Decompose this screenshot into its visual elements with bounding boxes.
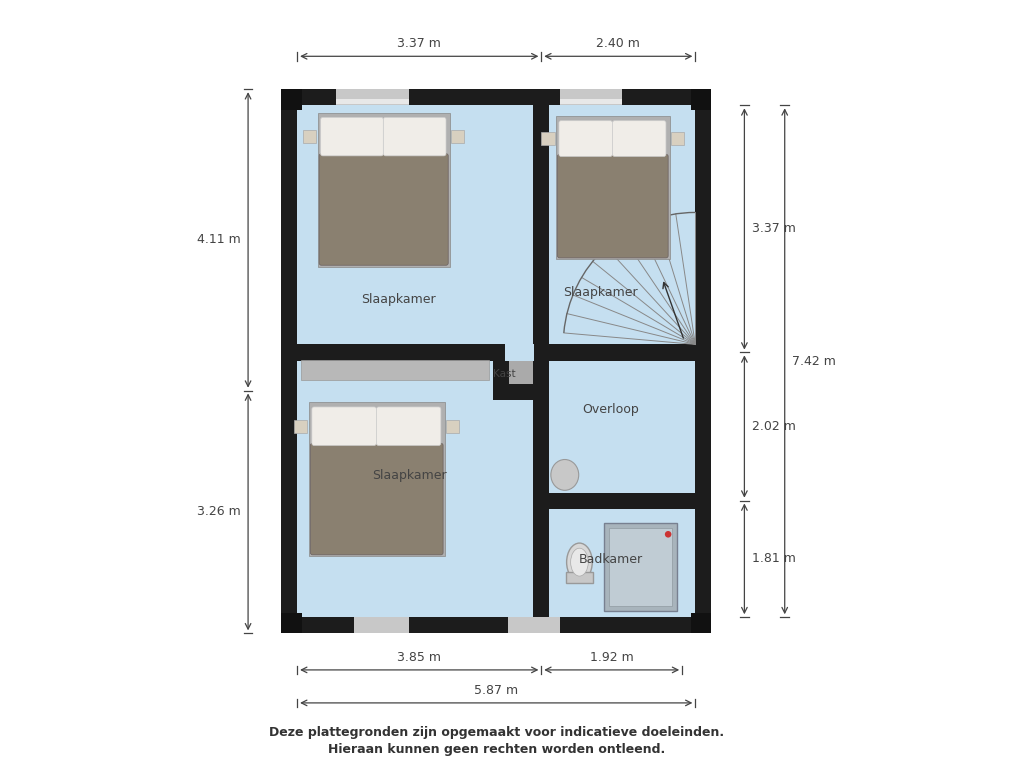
Bar — [452, 130, 464, 143]
Bar — [609, 528, 672, 606]
Bar — [336, 89, 410, 105]
Bar — [566, 572, 593, 583]
FancyBboxPatch shape — [383, 118, 446, 156]
Bar — [560, 89, 622, 105]
Bar — [493, 384, 542, 400]
Text: 2.40 m: 2.40 m — [596, 38, 640, 51]
Bar — [493, 360, 509, 400]
Text: Overloop: Overloop — [583, 403, 639, 416]
Bar — [671, 132, 684, 145]
Bar — [336, 99, 410, 104]
Bar — [281, 89, 712, 634]
Bar — [691, 613, 712, 634]
Bar — [301, 359, 489, 380]
Text: 3.37 m: 3.37 m — [397, 38, 441, 51]
FancyBboxPatch shape — [557, 154, 668, 258]
Bar — [534, 508, 550, 538]
Text: Deze plattegronden zijn opgemaakt voor indicatieve doeleinden.: Deze plattegronden zijn opgemaakt voor i… — [268, 726, 724, 739]
Bar — [603, 523, 677, 611]
FancyBboxPatch shape — [377, 407, 441, 445]
Text: 1.81 m: 1.81 m — [752, 552, 796, 565]
FancyBboxPatch shape — [319, 154, 449, 265]
Bar — [534, 105, 550, 344]
Text: Slaapkamer: Slaapkamer — [562, 286, 637, 299]
Bar — [509, 360, 542, 384]
Bar — [317, 113, 450, 266]
Bar — [534, 360, 550, 617]
Text: 2.02 m: 2.02 m — [752, 420, 796, 433]
FancyBboxPatch shape — [559, 121, 612, 157]
Bar — [354, 617, 410, 634]
Text: 4.11 m: 4.11 m — [197, 233, 241, 247]
Bar — [560, 99, 622, 104]
FancyBboxPatch shape — [612, 121, 666, 157]
Text: Hieraan kunnen geen rechten worden ontleend.: Hieraan kunnen geen rechten worden ontle… — [328, 743, 665, 756]
Text: 7.42 m: 7.42 m — [792, 355, 836, 368]
Bar — [303, 130, 316, 143]
Text: 3.26 m: 3.26 m — [197, 505, 241, 518]
Bar — [281, 89, 302, 110]
Ellipse shape — [570, 548, 588, 576]
Text: Badkamer: Badkamer — [579, 554, 643, 567]
Ellipse shape — [551, 459, 579, 490]
Text: Slaapkamer: Slaapkamer — [372, 469, 446, 482]
Text: 3.85 m: 3.85 m — [397, 651, 441, 664]
Text: Slaapkamer: Slaapkamer — [361, 293, 435, 306]
Bar — [542, 132, 555, 145]
Bar — [508, 617, 560, 634]
Ellipse shape — [566, 543, 592, 581]
Bar — [534, 492, 703, 508]
FancyBboxPatch shape — [321, 118, 383, 156]
FancyBboxPatch shape — [310, 443, 443, 554]
Text: 1.92 m: 1.92 m — [590, 651, 634, 664]
Bar — [297, 105, 695, 617]
Bar — [534, 344, 695, 360]
Bar — [309, 402, 444, 556]
Circle shape — [665, 531, 672, 538]
Bar — [281, 613, 302, 634]
Text: 5.87 m: 5.87 m — [474, 684, 518, 697]
Bar — [446, 419, 459, 433]
Text: 3.37 m: 3.37 m — [752, 223, 796, 236]
Bar — [294, 419, 307, 433]
Bar — [556, 117, 670, 260]
FancyBboxPatch shape — [312, 407, 377, 445]
Bar — [691, 89, 712, 110]
Text: Kast: Kast — [494, 369, 516, 379]
Bar — [297, 344, 505, 360]
